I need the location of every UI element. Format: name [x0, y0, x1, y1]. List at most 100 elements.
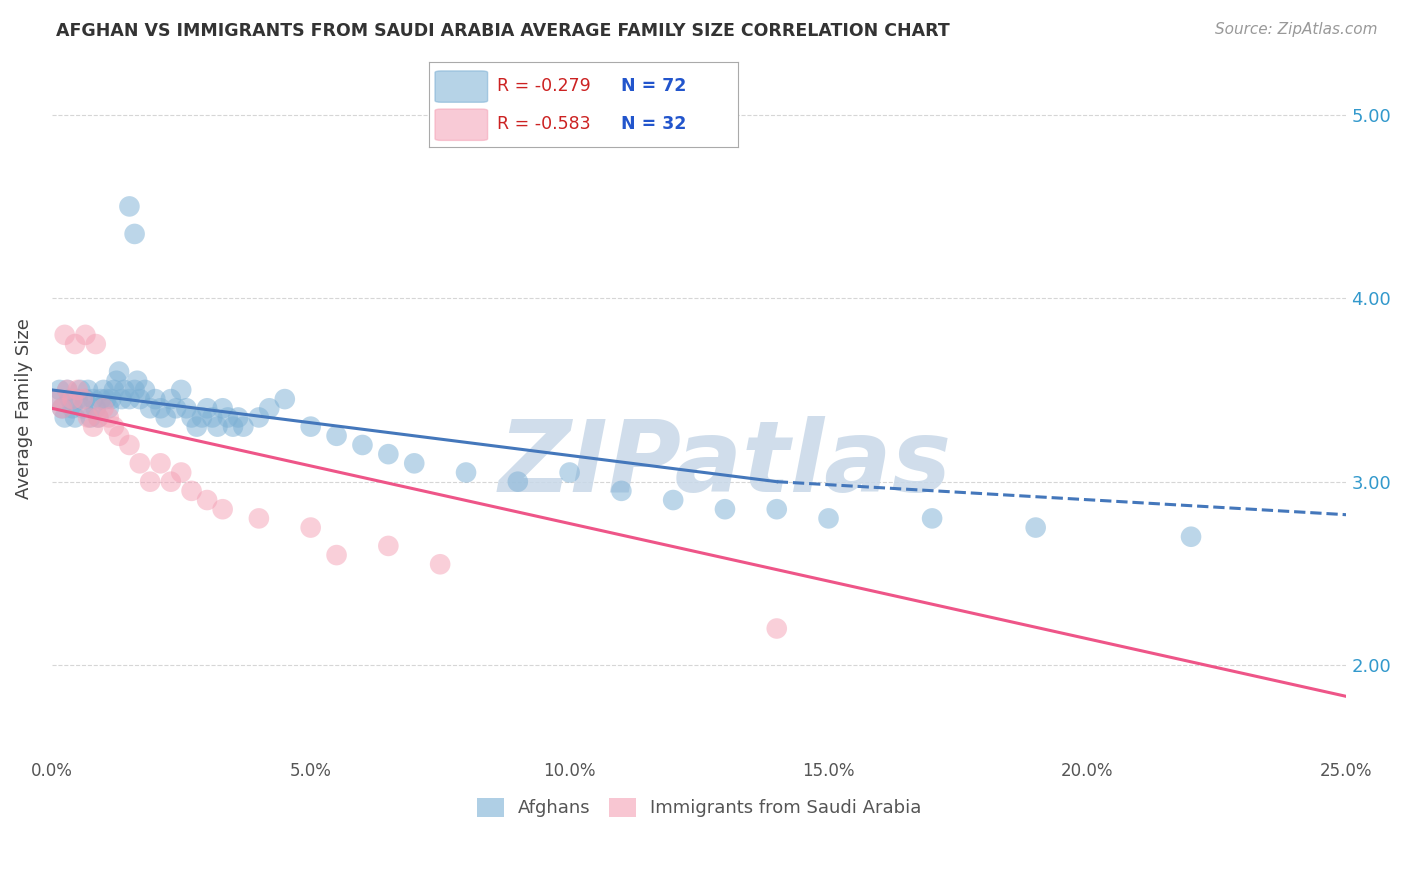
Text: AFGHAN VS IMMIGRANTS FROM SAUDI ARABIA AVERAGE FAMILY SIZE CORRELATION CHART: AFGHAN VS IMMIGRANTS FROM SAUDI ARABIA A…: [56, 22, 950, 40]
Point: [62, 392, 84, 406]
Point: [103, 383, 125, 397]
Point: [51, 401, 73, 416]
Point: [558, 466, 581, 480]
Text: ZIPatlas: ZIPatlas: [498, 416, 952, 513]
Point: [63, 337, 86, 351]
Point: [222, 419, 245, 434]
Point: [191, 410, 214, 425]
Point: [714, 502, 737, 516]
Point: [1180, 530, 1202, 544]
Point: [765, 622, 787, 636]
Point: [352, 438, 374, 452]
Point: [765, 502, 787, 516]
Point: [429, 558, 451, 572]
Point: [82, 392, 104, 406]
Point: [817, 511, 839, 525]
Point: [77, 383, 100, 397]
Point: [170, 466, 193, 480]
Point: [404, 456, 426, 470]
Point: [127, 374, 149, 388]
Text: Source: ZipAtlas.com: Source: ZipAtlas.com: [1215, 22, 1378, 37]
Point: [259, 401, 281, 416]
Point: [56, 383, 79, 397]
Point: [325, 548, 347, 562]
Point: [87, 410, 110, 425]
Point: [160, 475, 183, 489]
Point: [105, 374, 128, 388]
Point: [66, 383, 89, 397]
Point: [195, 401, 218, 416]
Point: [506, 475, 529, 489]
Point: [201, 410, 224, 425]
Point: [149, 401, 172, 416]
Text: R = -0.279: R = -0.279: [496, 78, 591, 95]
Point: [610, 483, 633, 498]
Point: [82, 419, 104, 434]
Point: [232, 419, 254, 434]
Point: [124, 227, 146, 241]
Point: [90, 392, 112, 406]
Point: [84, 401, 107, 416]
Point: [66, 392, 89, 406]
Point: [79, 410, 101, 425]
Text: N = 72: N = 72: [620, 78, 686, 95]
Legend: Afghans, Immigrants from Saudi Arabia: Afghans, Immigrants from Saudi Arabia: [470, 791, 929, 824]
Point: [111, 392, 134, 406]
Point: [72, 392, 94, 406]
Point: [53, 327, 76, 342]
Point: [299, 520, 322, 534]
Point: [128, 456, 150, 470]
Point: [118, 199, 141, 213]
FancyBboxPatch shape: [434, 71, 488, 103]
Point: [180, 410, 202, 425]
Point: [87, 410, 110, 425]
Point: [160, 392, 183, 406]
Point: [77, 410, 100, 425]
Point: [118, 392, 141, 406]
Y-axis label: Average Family Size: Average Family Size: [15, 318, 32, 499]
Point: [84, 337, 107, 351]
Point: [62, 401, 84, 416]
Point: [247, 410, 270, 425]
Point: [53, 410, 76, 425]
Point: [165, 401, 187, 416]
Point: [377, 539, 399, 553]
Text: R = -0.583: R = -0.583: [496, 115, 591, 133]
Point: [149, 456, 172, 470]
Point: [180, 483, 202, 498]
Point: [207, 419, 229, 434]
Point: [75, 392, 97, 406]
Point: [108, 365, 131, 379]
Point: [176, 401, 198, 416]
Point: [59, 392, 82, 406]
Point: [108, 429, 131, 443]
Point: [45, 392, 67, 406]
Point: [124, 383, 146, 397]
Point: [56, 383, 79, 397]
Point: [72, 401, 94, 416]
Point: [155, 410, 177, 425]
Point: [226, 410, 249, 425]
Point: [274, 392, 297, 406]
Point: [103, 419, 125, 434]
Point: [51, 401, 73, 416]
Point: [45, 392, 67, 406]
Point: [93, 401, 115, 416]
Point: [118, 438, 141, 452]
Point: [247, 511, 270, 525]
Point: [454, 466, 477, 480]
Point: [69, 383, 91, 397]
Point: [299, 419, 322, 434]
Point: [143, 392, 166, 406]
Point: [75, 327, 97, 342]
Point: [93, 383, 115, 397]
Point: [63, 410, 86, 425]
Point: [1025, 520, 1047, 534]
Point: [139, 401, 162, 416]
Point: [921, 511, 943, 525]
Point: [128, 392, 150, 406]
Point: [377, 447, 399, 461]
Point: [48, 383, 70, 397]
Point: [325, 429, 347, 443]
Point: [662, 493, 685, 508]
